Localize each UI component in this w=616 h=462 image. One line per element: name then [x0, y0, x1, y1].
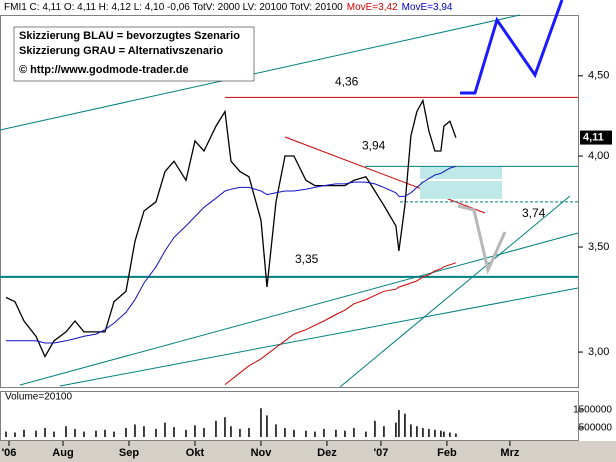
volume-bar — [293, 429, 295, 437]
volume-bar — [23, 429, 25, 437]
volume-bar — [266, 415, 268, 437]
x-tick-label: Nov — [251, 447, 273, 459]
volume-bar — [383, 426, 385, 437]
volume-bar — [434, 429, 436, 437]
volume-bar — [155, 428, 157, 437]
volume-bar — [410, 424, 412, 437]
volume-bar — [239, 428, 241, 437]
volume-bar — [104, 429, 106, 437]
x-tick-label: Dez — [317, 447, 337, 459]
volume-bar — [35, 430, 37, 437]
zone — [420, 181, 502, 199]
note-box — [13, 26, 255, 82]
x-tick-label: Okt — [186, 447, 205, 459]
volume-bar — [314, 431, 316, 437]
volume-bar — [95, 430, 97, 437]
zone — [420, 167, 502, 179]
moving-average — [6, 165, 457, 344]
volume-panel — [0, 391, 579, 441]
volume-bar — [230, 426, 232, 437]
last-price-box — [580, 130, 612, 145]
volume-bar — [164, 422, 166, 437]
trend-line — [284, 136, 486, 214]
x-tick-label: Sep — [119, 447, 139, 459]
y-tick-label: 4,50 — [588, 70, 609, 82]
volume-bar — [14, 432, 16, 437]
price-panel — [0, 15, 579, 388]
volume-bar — [455, 433, 457, 437]
y-tick-label: 4,00 — [588, 150, 609, 162]
volume-bar — [443, 431, 445, 437]
last-price-label: 4,11 — [583, 131, 604, 143]
volume-bar — [365, 431, 367, 437]
moving-average — [224, 262, 457, 385]
volume-bar — [203, 428, 205, 437]
volume-bar — [134, 424, 136, 437]
volume-bar — [194, 425, 196, 437]
volume-bar — [113, 431, 115, 437]
volume-bar — [65, 426, 67, 437]
level-label: 3,35 — [295, 252, 319, 266]
volume-tick-label: 500000 — [579, 423, 613, 434]
x-tick-label: Aug — [52, 447, 73, 459]
volume-bar — [83, 431, 85, 437]
volume-bar — [404, 413, 406, 437]
price-line — [5, 98, 457, 359]
volume-bar — [395, 422, 397, 437]
volume-bar — [284, 428, 286, 437]
trend-line — [59, 287, 579, 387]
volume-bar — [428, 428, 430, 437]
volume-bar — [449, 432, 451, 437]
volume-bar — [353, 428, 355, 437]
trend-line — [0, 14, 521, 131]
volume-bar — [260, 408, 262, 437]
volume-bar — [323, 428, 325, 437]
scenario-blue — [460, 0, 564, 95]
level-label: 3,94 — [362, 139, 386, 153]
volume-label: Volume=20100 — [5, 392, 72, 403]
header-part: MovE=3,42 — [347, 2, 398, 13]
volume-bar — [335, 429, 337, 437]
volume-bar — [5, 431, 7, 437]
volume-bar — [74, 428, 76, 437]
volume-tick-label: 1500000 — [573, 405, 612, 416]
scenario-gray — [457, 204, 507, 275]
volume-bar — [248, 428, 250, 437]
volume-bar — [275, 424, 277, 437]
volume-bar — [224, 417, 226, 437]
volume-bar — [344, 430, 346, 437]
volume-bar — [53, 431, 55, 437]
volume-bar — [416, 426, 418, 437]
level-label: 4,36 — [335, 75, 359, 89]
volume-bar — [185, 429, 187, 437]
volume-bar — [422, 428, 424, 437]
level-label: 3,74 — [522, 206, 546, 220]
x-tick-label: '06 — [2, 447, 17, 459]
volume-bar — [143, 426, 145, 437]
volume-bar — [374, 420, 376, 437]
plot: 3,00 3,50 4,00 4,50 '06 Aug Sep Okt Nov Dez '07 Feb… — [0, 70, 612, 459]
volume-bar — [398, 410, 400, 437]
x-tick-label: '07 — [374, 447, 389, 459]
volume-bar — [305, 430, 307, 437]
x-axis-band — [0, 441, 616, 462]
volume-bar — [215, 420, 217, 437]
volume-bar — [44, 428, 46, 437]
note: © http://www.godmode-trader.de — [19, 64, 189, 76]
x-tick-label: Feb — [437, 447, 457, 459]
note: Skizzierung BLAU = bevorzugtes Szenario — [19, 30, 240, 42]
header-part: FMI1 C: 4,11 O: 4,11 H: 4,12 L: 4,10 -0,… — [4, 2, 343, 13]
x-tick-label: Mrz — [500, 447, 519, 459]
volume-bar — [440, 430, 442, 437]
header-part: MovE=3,94 — [402, 2, 453, 13]
volume-bar — [125, 428, 127, 437]
note: Skizzierung GRAU = Alternativszenario — [19, 45, 223, 57]
volume-bar — [173, 427, 175, 437]
y-tick-label: 3,50 — [588, 241, 609, 253]
y-tick-label: 3,00 — [588, 346, 609, 358]
trend-line — [339, 195, 571, 388]
header: FMI1 C: 4,11 O: 4,11 H: 4,12 L: 4,10 -0,… — [4, 2, 453, 13]
